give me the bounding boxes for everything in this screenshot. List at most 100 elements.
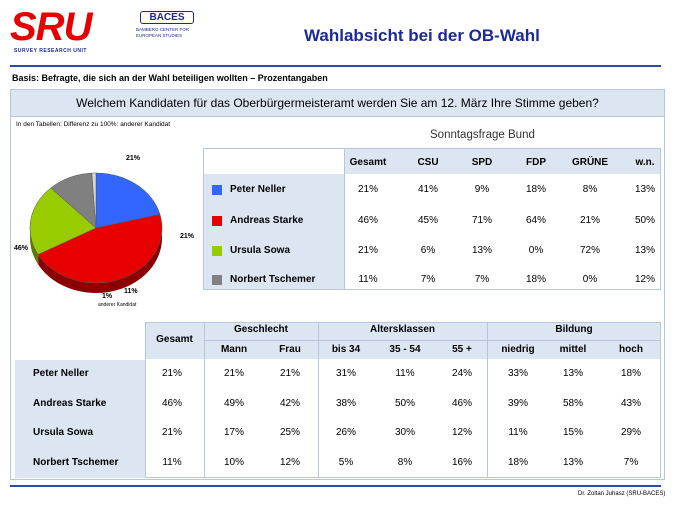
demo-table-divider — [318, 322, 319, 478]
bottom-divider — [10, 485, 661, 487]
party-table-cell: 72% — [579, 245, 600, 256]
legend-swatch — [212, 275, 222, 285]
candidate-name: Ursula Sowa — [230, 245, 291, 256]
legend-swatch — [212, 185, 222, 195]
party-table-cell: 18% — [525, 274, 546, 285]
party-table-cell: 18% — [525, 184, 546, 195]
pie-data-label: 46% — [14, 245, 29, 252]
demo-table-cell: 7% — [623, 457, 639, 468]
demo-table-cell: 12% — [279, 457, 300, 468]
demo-table-cell: 16% — [451, 457, 472, 468]
party-table-cell: 11% — [358, 274, 378, 285]
pie-data-label: 21% — [180, 233, 195, 240]
pie-other-label: anderer Kandidat — [98, 302, 137, 308]
party-table-cell: 8% — [582, 184, 598, 195]
demo-table-cell: 10% — [223, 457, 244, 468]
candidate-name: Ursula Sowa — [33, 427, 94, 438]
party-column-header: Gesamt — [349, 157, 387, 168]
demo-table-cell: 49% — [223, 398, 244, 409]
demo-table-cell: 24% — [451, 368, 472, 379]
demo-table-divider — [487, 322, 488, 478]
basis-text: Basis: Befragte, die sich an der Wahl be… — [12, 73, 328, 83]
top-divider — [10, 65, 661, 67]
demo-table-cell: 43% — [620, 398, 641, 409]
sub-column-header: bis 34 — [331, 344, 361, 355]
baces-logo: BACES — [140, 11, 194, 24]
party-table-cell: 21% — [357, 245, 378, 256]
party-table-cell: 21% — [579, 215, 600, 226]
party-table-cell: 0% — [528, 245, 544, 256]
demo-table-cell: 33% — [507, 368, 528, 379]
demo-table-cell: 11% — [508, 427, 528, 438]
total-column-header: Gesamt — [156, 334, 193, 345]
demo-table-cell: 25% — [279, 427, 300, 438]
demo-table-cell: 50% — [394, 398, 415, 409]
demo-table-candidates — [15, 360, 145, 478]
demo-table-subheader-line — [204, 340, 661, 341]
demo-table-cell: 31% — [335, 368, 356, 379]
sonntagsfrage-title: Sonntagsfrage Bund — [430, 129, 535, 141]
demo-table-cell: 18% — [507, 457, 528, 468]
sub-column-header: hoch — [619, 344, 643, 355]
legend-swatch — [212, 246, 222, 256]
demo-table-cell: 13% — [562, 368, 583, 379]
demo-table-cell: 18% — [620, 368, 641, 379]
demo-table-cell: 21% — [161, 368, 182, 379]
party-table-cell: 45% — [417, 215, 438, 226]
pie-slice-andreas-starke — [37, 214, 163, 284]
footer-credit: Dr. Zoltan Juhasz (SRU-BACES) — [578, 491, 666, 497]
demo-table-cell: 15% — [562, 427, 583, 438]
demo-table-cell: 46% — [451, 398, 472, 409]
demo-table-cell: 8% — [397, 457, 413, 468]
sub-column-header: mittel — [559, 344, 587, 355]
party-table-cell: 46% — [357, 215, 378, 226]
party-table-cell: 71% — [471, 215, 492, 226]
demo-table-cell: 29% — [620, 427, 641, 438]
legend-swatch — [212, 216, 222, 226]
party-table — [203, 148, 661, 290]
party-table-cell: 7% — [420, 274, 436, 285]
group-header: Altersklassen — [369, 324, 436, 335]
party-column-header: CSU — [417, 157, 439, 168]
question-banner: Welchem Kandidaten für das Oberbürgermei… — [11, 90, 664, 117]
group-header: Geschlecht — [234, 324, 288, 335]
party-table-cell: 41% — [417, 184, 438, 195]
demo-table-cell: 21% — [161, 427, 182, 438]
demo-table-cell: 5% — [338, 457, 354, 468]
candidate-name: Norbert Tschemer — [33, 457, 119, 468]
candidate-name: Peter Neller — [230, 184, 286, 195]
demo-table-cell: 26% — [335, 427, 356, 438]
party-table-cell: 0% — [582, 274, 598, 285]
demo-table-divider — [204, 322, 205, 478]
demo-table-cell: 58% — [562, 398, 583, 409]
sub-column-header: niedrig — [501, 344, 535, 355]
demo-table-cell: 12% — [451, 427, 472, 438]
table-note: In den Tabellen: Differenz zu 100%: ande… — [16, 121, 171, 128]
party-table-header — [344, 148, 661, 174]
candidate-name: Peter Neller — [33, 368, 89, 379]
party-table-candidates — [203, 174, 344, 290]
party-table-cell: 64% — [525, 215, 546, 226]
party-column-header: SPD — [471, 157, 493, 168]
pie-slice-ursula-sowa — [29, 187, 97, 255]
candidate-name: Andreas Starke — [230, 215, 304, 226]
group-header: Bildung — [555, 324, 593, 335]
sru-logo-subtitle: SURVEY RESEARCH UNIT — [14, 48, 87, 54]
party-table-cell: 13% — [471, 245, 492, 256]
sub-column-header: 35 - 54 — [389, 344, 421, 355]
demo-table-cell: 38% — [335, 398, 356, 409]
sub-column-header: Mann — [220, 344, 248, 355]
party-table-cell: 12% — [634, 274, 655, 285]
demo-table-cell: 13% — [562, 457, 583, 468]
sub-column-header: 55 + — [452, 344, 472, 355]
party-table-cell: 7% — [474, 274, 490, 285]
demo-table-cell: 30% — [394, 427, 415, 438]
party-table-cell: 21% — [357, 184, 378, 195]
party-table-divider — [344, 148, 345, 290]
party-table-cell: 50% — [634, 215, 655, 226]
party-table-cell: 13% — [634, 184, 655, 195]
party-table-cell: 13% — [634, 245, 655, 256]
sru-logo: SRU — [10, 5, 92, 49]
demo-table-cell: 17% — [223, 427, 244, 438]
pie-slice-peter-neller — [95, 172, 161, 229]
